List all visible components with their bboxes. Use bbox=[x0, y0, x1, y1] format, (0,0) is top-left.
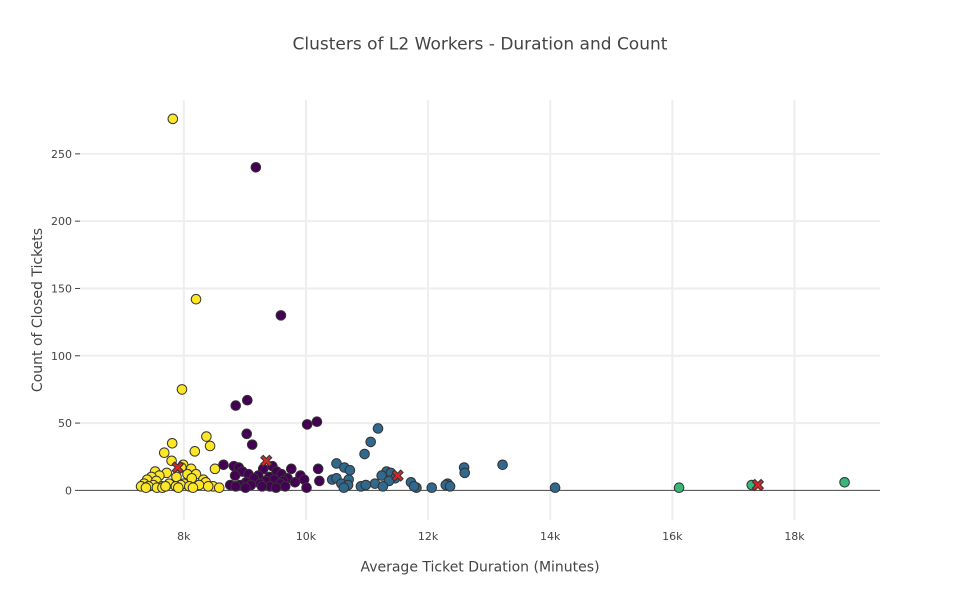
data-point bbox=[204, 440, 216, 452]
data-point bbox=[140, 482, 152, 493]
centroid-marker bbox=[751, 478, 765, 492]
data-point bbox=[360, 479, 372, 491]
y-axis-title: Count of Closed Tickets bbox=[30, 228, 46, 392]
data-point bbox=[839, 477, 850, 488]
data-point bbox=[344, 464, 356, 476]
y-tick-label: 150 bbox=[51, 282, 72, 295]
y-tick-label: 50 bbox=[58, 417, 72, 430]
data-point bbox=[230, 400, 242, 411]
data-point bbox=[359, 448, 370, 460]
data-point bbox=[241, 428, 253, 440]
chart-title: Clusters of L2 Workers - Duration and Co… bbox=[293, 35, 668, 55]
data-point bbox=[250, 162, 262, 173]
x-tick-label: 16k bbox=[662, 530, 683, 543]
data-point bbox=[338, 482, 350, 493]
x-axis-title: Average Ticket Duration (Minutes) bbox=[360, 560, 599, 576]
data-point bbox=[189, 446, 201, 457]
centroid-marker bbox=[260, 454, 273, 468]
y-tick-label: 100 bbox=[51, 350, 72, 363]
data-point bbox=[190, 293, 202, 305]
data-point bbox=[314, 475, 325, 487]
data-point bbox=[289, 477, 301, 488]
data-point bbox=[173, 482, 184, 493]
data-point bbox=[218, 459, 229, 471]
data-point bbox=[365, 436, 376, 448]
data-point bbox=[376, 470, 387, 481]
data-point bbox=[301, 419, 313, 430]
centroid-marker bbox=[391, 469, 404, 482]
data-point bbox=[160, 481, 171, 492]
y-tick-label: 250 bbox=[51, 148, 72, 161]
data-point bbox=[673, 482, 685, 493]
points-layer bbox=[135, 113, 850, 493]
x-tick-label: 10k bbox=[296, 530, 317, 543]
data-point bbox=[240, 482, 251, 493]
data-point bbox=[187, 482, 199, 493]
y-tick-label: 200 bbox=[51, 215, 72, 228]
data-point bbox=[311, 416, 323, 428]
data-point bbox=[229, 470, 241, 481]
data-point bbox=[270, 482, 282, 493]
grid-layer bbox=[80, 100, 880, 520]
data-point bbox=[279, 481, 291, 492]
data-point bbox=[209, 463, 221, 475]
centroid-layer bbox=[171, 454, 765, 492]
data-point bbox=[275, 310, 287, 321]
data-point bbox=[230, 481, 242, 492]
x-tick-label: 14k bbox=[540, 530, 561, 543]
data-point bbox=[459, 467, 471, 479]
data-point bbox=[246, 439, 258, 450]
data-point bbox=[158, 447, 170, 458]
x-tick-label: 18k bbox=[784, 530, 805, 543]
data-point bbox=[372, 423, 384, 434]
data-point bbox=[256, 481, 268, 492]
data-point bbox=[444, 481, 456, 492]
data-point bbox=[408, 481, 420, 492]
data-point bbox=[285, 463, 297, 475]
data-point bbox=[312, 463, 324, 475]
data-point bbox=[176, 384, 188, 395]
data-point bbox=[377, 481, 389, 492]
data-point bbox=[201, 431, 212, 442]
data-point bbox=[167, 113, 179, 125]
data-point bbox=[166, 437, 178, 449]
data-point bbox=[213, 482, 225, 493]
data-point bbox=[202, 481, 214, 492]
centroid-marker bbox=[171, 461, 184, 474]
data-point bbox=[426, 482, 438, 493]
data-point bbox=[549, 482, 561, 493]
x-tick-label: 8k bbox=[177, 530, 191, 543]
data-point bbox=[301, 482, 312, 493]
x-tick-label: 12k bbox=[418, 530, 439, 543]
data-point bbox=[242, 394, 253, 406]
y-tick-label: 0 bbox=[65, 484, 72, 497]
data-point bbox=[497, 459, 508, 471]
